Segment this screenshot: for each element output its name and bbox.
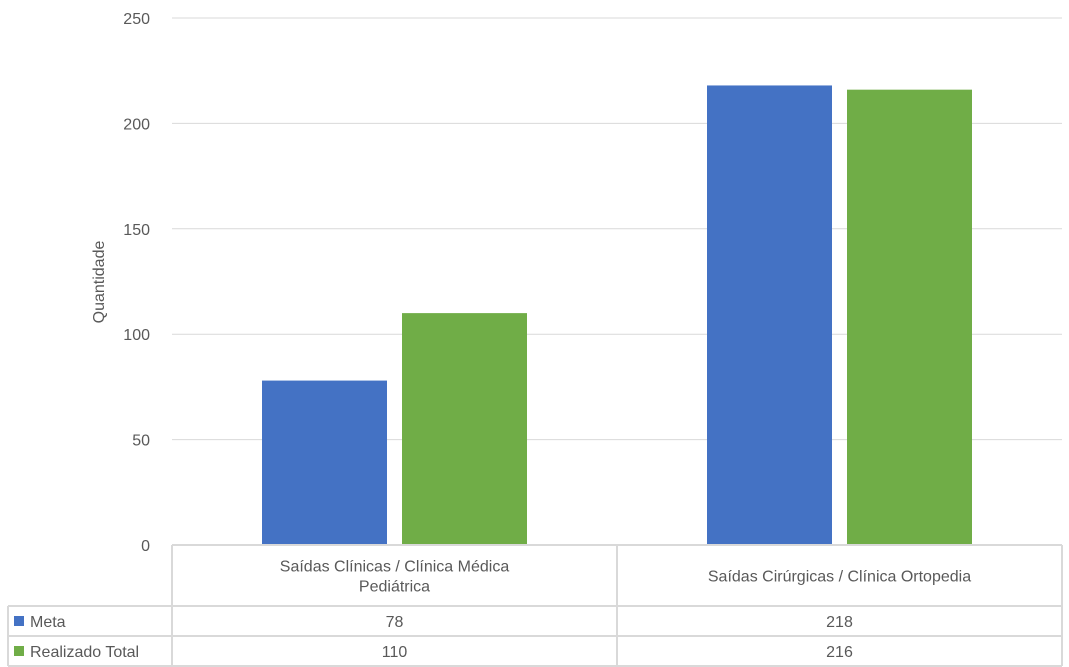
legend-key xyxy=(14,646,24,656)
data-table: Saídas Clínicas / Clínica Médica Pediátri… xyxy=(7,544,1063,667)
bar xyxy=(707,85,832,546)
y-tick-label: 150 xyxy=(123,222,150,239)
bar xyxy=(262,380,387,545)
bars xyxy=(262,85,972,546)
bar xyxy=(402,313,527,545)
category-label: Saídas Cirúrgicas / Clínica Ortopedia xyxy=(708,569,971,586)
series-name: Realizado Total xyxy=(30,644,139,661)
y-axis-ticks: 0 50 100 150 200 250 xyxy=(123,11,150,555)
category-label: Pediátrica xyxy=(359,579,430,596)
y-tick-label: 50 xyxy=(132,433,150,450)
y-tick-label: 100 xyxy=(123,327,150,344)
y-tick-label: 200 xyxy=(123,116,150,133)
y-tick-label: 0 xyxy=(141,538,150,555)
category-label: Saídas Clínicas / Clínica Médica xyxy=(280,559,510,576)
y-tick-label: 250 xyxy=(123,11,150,28)
data-label: 110 xyxy=(382,644,408,661)
data-label: 78 xyxy=(386,614,404,631)
data-label: 218 xyxy=(826,614,853,631)
series-name: Meta xyxy=(30,614,66,631)
y-axis-label: Quantidade xyxy=(91,241,108,324)
bar xyxy=(847,89,972,545)
data-label: 216 xyxy=(826,644,853,661)
legend-key xyxy=(14,616,24,626)
